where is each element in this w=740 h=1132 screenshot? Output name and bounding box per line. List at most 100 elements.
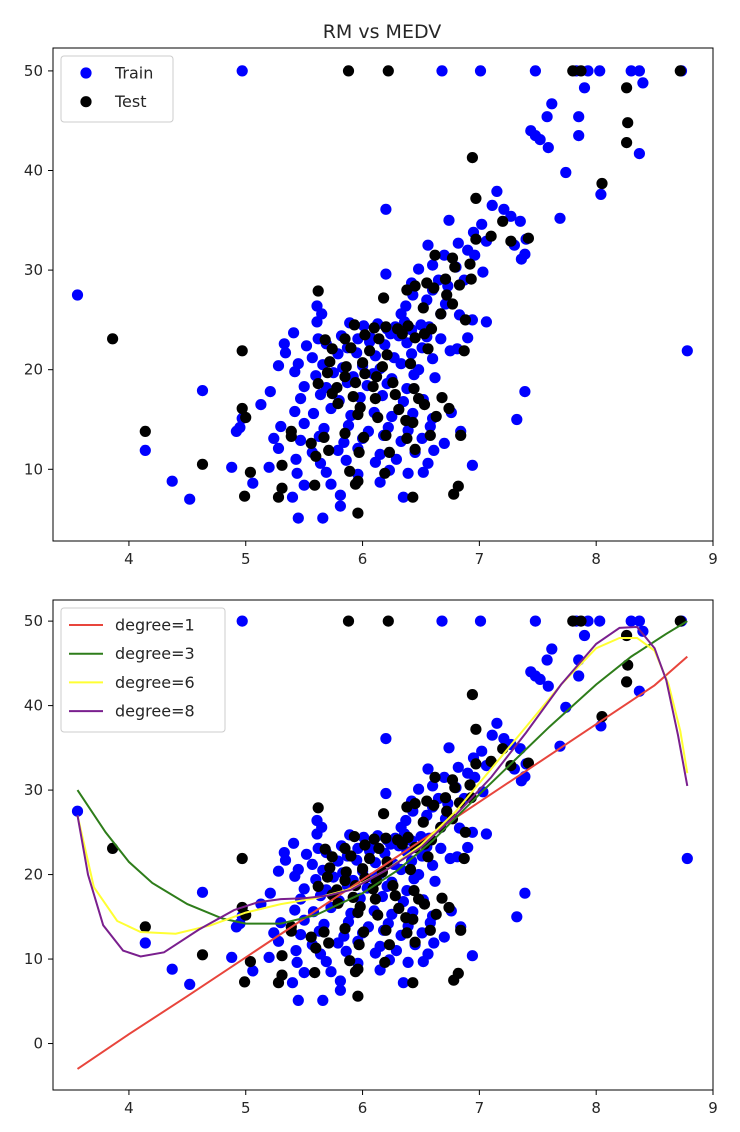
top-train-point (278, 338, 290, 350)
top-train-point (427, 259, 439, 271)
top-test-point (418, 399, 431, 411)
top-test-point (674, 65, 686, 77)
top-train-point (406, 348, 418, 360)
bottom-test-point (244, 956, 256, 968)
bottom-test-point (621, 676, 633, 688)
top-train-point (480, 316, 492, 328)
top-train-point (325, 478, 337, 490)
top-test-point (358, 431, 370, 443)
top-train-point (519, 386, 531, 398)
top-train-point (681, 345, 693, 357)
bottom-test-point (408, 885, 420, 897)
bottom-test-point (458, 852, 470, 865)
top-test-point (276, 459, 288, 471)
bottom-test-point (312, 880, 324, 893)
top-train-point (515, 253, 528, 265)
top-test-point (359, 368, 371, 380)
bottom-test-point (409, 936, 421, 948)
top-train-point (477, 266, 489, 278)
top-train-point (427, 353, 439, 365)
bottom-train-point (397, 977, 409, 989)
bottom-test-point (407, 977, 419, 989)
top-legend-marker (80, 67, 92, 79)
top-test-point (430, 410, 442, 423)
bottom-test-point (310, 942, 322, 954)
bottom-test-point (443, 901, 455, 914)
bottom-test-point (353, 939, 365, 951)
bottom-train-point (413, 783, 425, 795)
top-test-point (312, 378, 324, 390)
bottom-test-point (358, 926, 370, 938)
bottom-y-tick-label: 20 (24, 866, 43, 884)
top-test-point (332, 398, 344, 410)
top-test-point (441, 289, 453, 301)
top-test-point (409, 443, 421, 455)
top-test-point (407, 416, 419, 429)
top-test-point (359, 329, 371, 341)
top-train-point (298, 381, 310, 393)
bottom-train-point (395, 863, 407, 876)
top-test-point (621, 137, 633, 149)
top-train-point (573, 130, 585, 142)
top-test-point (436, 392, 448, 404)
top-train-point (295, 393, 307, 405)
top-test-point (464, 258, 476, 270)
bottom-train-point (462, 841, 474, 854)
bottom-train-point (466, 950, 478, 962)
bottom-test-point (321, 871, 334, 883)
bottom-test-point (339, 842, 351, 855)
bottom-train-point (625, 615, 637, 627)
top-legend-label: Test (114, 92, 147, 111)
bottom-train-point (534, 673, 546, 686)
top-test-point (446, 298, 459, 310)
top-test-point (352, 475, 364, 487)
bottom-train-point (334, 975, 346, 987)
bottom-train-point (289, 904, 301, 916)
top-test-point (236, 345, 248, 357)
bottom-test-point (464, 779, 476, 791)
bottom-test-point (107, 842, 119, 855)
top-test-point (382, 65, 394, 77)
top-train-point (452, 237, 464, 249)
top-test-point (345, 342, 357, 354)
bottom-train-point (288, 837, 300, 849)
top-test-point (272, 491, 285, 503)
top-train-point (292, 512, 304, 524)
bottom-test-point (312, 802, 324, 814)
bottom-x-tick-label: 4 (124, 1099, 134, 1117)
bottom-test-point (379, 956, 391, 969)
top-test-point (443, 402, 455, 415)
top-x-tick-label: 8 (591, 550, 601, 568)
bottom-train-point (422, 763, 434, 775)
bottom-train-point (681, 852, 693, 865)
bottom-train-point (519, 887, 531, 899)
top-test-point (387, 377, 399, 389)
bottom-train-point (515, 775, 528, 787)
bottom-train-point (380, 787, 392, 800)
top-test-point (596, 177, 608, 190)
bottom-test-point (396, 838, 408, 850)
top-train-point (428, 444, 440, 456)
top-legend-marker (80, 96, 92, 108)
top-train-point (408, 369, 420, 381)
bottom-legend-label: degree=3 (115, 644, 195, 663)
top-train-point (594, 65, 606, 77)
top-train-point (486, 199, 498, 211)
bottom-x-tick-label: 7 (475, 1099, 485, 1117)
top-train-point (491, 185, 503, 197)
top-test-point (379, 467, 391, 479)
top-test-point (352, 408, 364, 421)
top-train-point (573, 111, 585, 123)
top-test-point (196, 458, 209, 470)
bottom-test-point (383, 939, 395, 951)
top-train-point (307, 407, 320, 420)
top-test-point (349, 377, 362, 389)
top-test-point (380, 321, 392, 333)
bottom-train-point (380, 733, 392, 745)
top-train-point (560, 166, 572, 179)
top-test-point (505, 235, 517, 247)
top-train-point (395, 358, 407, 370)
top-train-point (289, 405, 301, 418)
